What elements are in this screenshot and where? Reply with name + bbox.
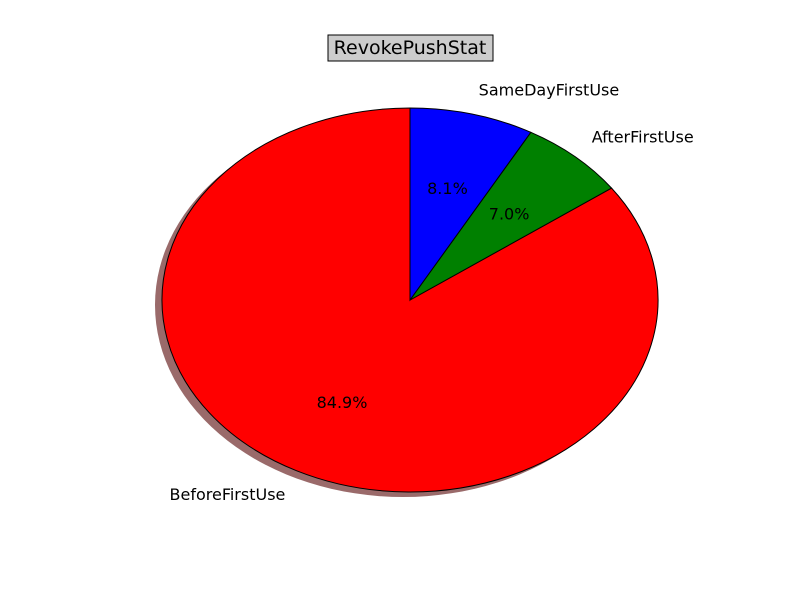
pie-slice-after-first-use <box>409 131 613 301</box>
pie-percent-label-after-first-use: 7.0% <box>489 205 530 224</box>
chart-title-box <box>327 34 494 62</box>
pie-slice-before-first-use <box>161 107 659 493</box>
chart-title-group: RevokePushStat <box>327 34 494 62</box>
pie-category-label-after-first-use: AfterFirstUse <box>592 127 694 146</box>
pie-label-layer: 84.9% BeforeFirstUse 7.0% AfterFirstUse 8.1%… <box>170 81 694 504</box>
pie-category-label-before-first-use: BeforeFirstUse <box>170 485 286 504</box>
pie-slice-layer <box>161 107 659 493</box>
pie-category-label-same-day-first-use: SameDayFirstUse <box>479 81 620 100</box>
chart-title: RevokePushStat <box>334 37 487 59</box>
pie-percent-label-same-day-first-use: 8.1% <box>427 179 468 198</box>
pie-percent-label-before-first-use: 84.9% <box>317 393 368 412</box>
pie-slice-same-day-first-use <box>409 107 532 302</box>
